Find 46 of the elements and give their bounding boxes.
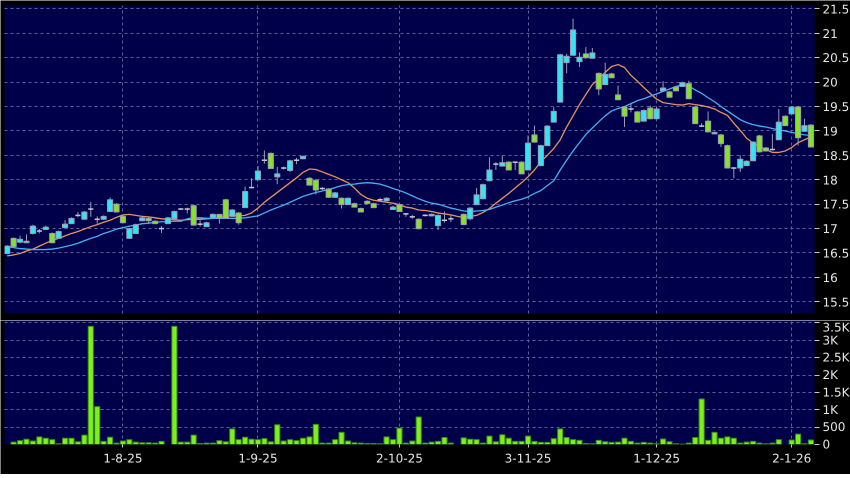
candlestick xyxy=(692,106,698,125)
candlestick xyxy=(724,144,730,170)
y-tick-label: 17 xyxy=(822,222,838,236)
candlestick xyxy=(660,80,666,92)
y-tick-label: 17.5 xyxy=(822,198,850,212)
y-tick-label: 20.5 xyxy=(822,51,850,66)
y-tick-label: 1.5K xyxy=(822,385,850,400)
x-tick-label: 2-1-26 xyxy=(772,452,812,466)
candlestick xyxy=(531,125,538,144)
candlestick xyxy=(486,156,493,182)
candlestick xyxy=(287,159,294,172)
candlestick xyxy=(190,204,197,226)
candlestick xyxy=(550,106,557,124)
y-tick-label: 21 xyxy=(822,26,838,41)
candlestick xyxy=(248,178,255,189)
y-tick-label: 3K xyxy=(822,333,840,348)
y-tick-label: 3.5K xyxy=(822,320,850,334)
x-tick-label: 1-8-25 xyxy=(103,452,143,466)
y-tick-label: 21.5 xyxy=(822,2,850,16)
y-tick-label: 2K xyxy=(822,368,840,382)
y-tick-label: 15.5 xyxy=(822,295,850,310)
candlestick xyxy=(274,166,280,185)
y-tick-label: 18.5 xyxy=(822,148,850,163)
candlestick xyxy=(718,133,724,148)
candlestick xyxy=(254,166,262,181)
x-tick-label: 1-9-25 xyxy=(238,452,278,466)
candlestick xyxy=(242,186,248,209)
y-tick-label: 16.5 xyxy=(822,246,850,260)
y-tick-label: 500 xyxy=(822,420,846,434)
candlestick xyxy=(416,218,422,230)
candlestick xyxy=(268,152,274,170)
y-tick-label: 0 xyxy=(822,438,830,452)
candlestick xyxy=(621,106,628,128)
y-tick-label: 19 xyxy=(822,124,838,138)
y-tick-label: 19.5 xyxy=(822,100,850,114)
y-tick-label: 18 xyxy=(822,173,838,188)
x-tick-label: 2-10-25 xyxy=(376,452,423,466)
candlestick xyxy=(87,201,94,218)
y-tick-label: 1K xyxy=(822,402,840,417)
y-tick-label: 2.5K xyxy=(822,350,850,365)
candlestick xyxy=(614,85,622,101)
y-tick-label: 16 xyxy=(822,270,838,285)
y-tick-label: 20 xyxy=(822,76,838,90)
x-tick-label: 3-11-25 xyxy=(504,452,552,466)
x-tick-label: 1-12-25 xyxy=(633,452,680,466)
candlestick xyxy=(30,224,36,235)
